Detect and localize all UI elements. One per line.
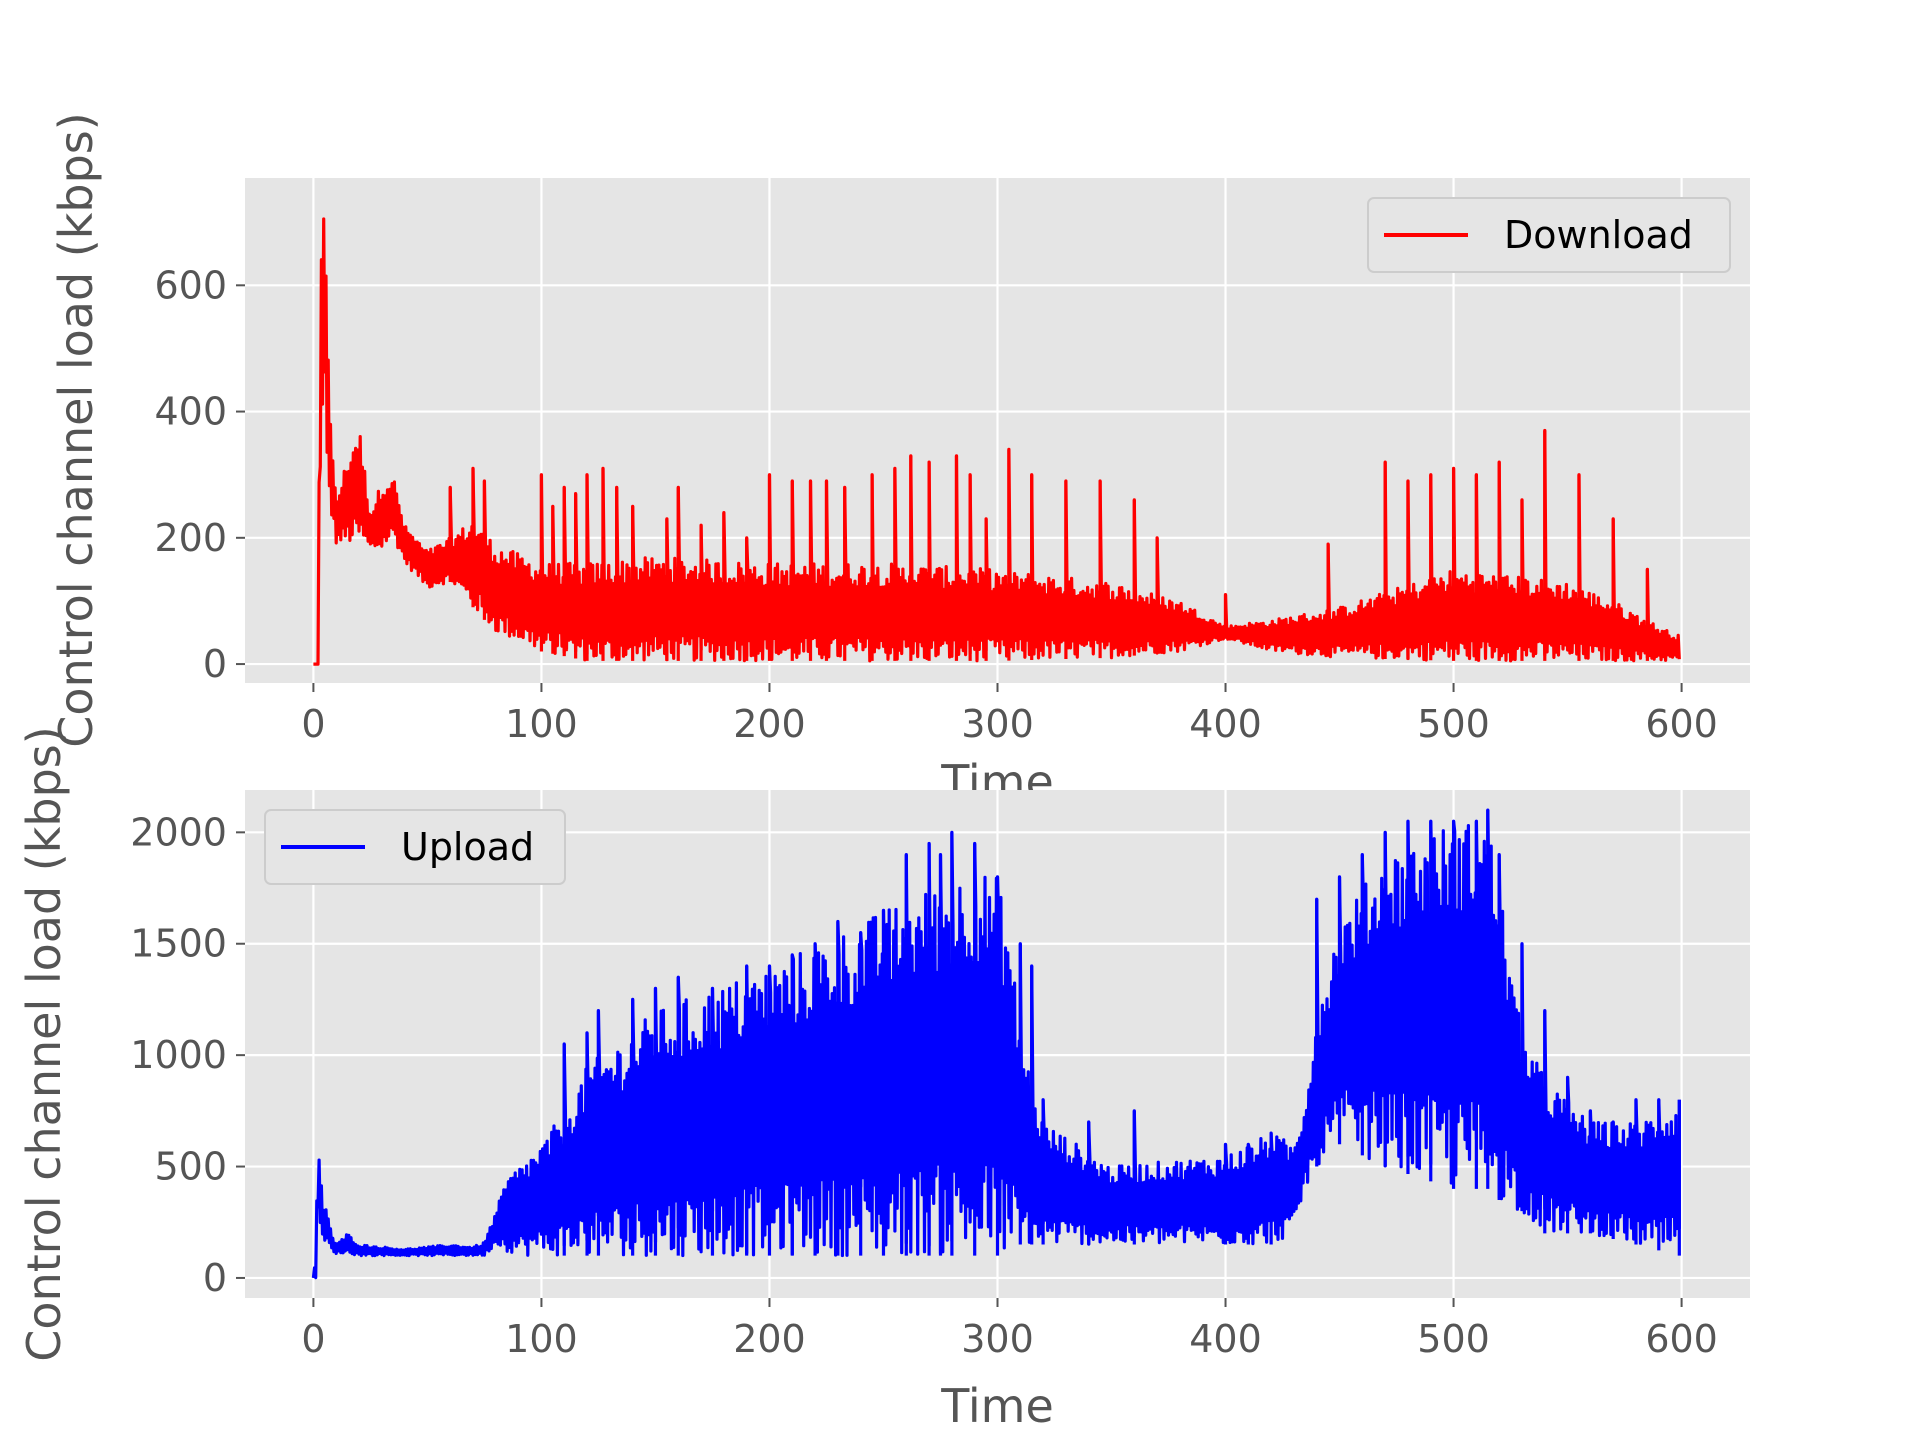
upload-subplot: 0 100 200 300 400 500 600 0 500 1000 1500 2000 Time C… [17,726,1750,1433]
legend-label: Upload [401,825,534,869]
x-tick-label: 100 [505,702,578,746]
y-tick-label: 500 [154,1145,227,1189]
series-line-download [312,217,1681,666]
y-tick-label: 0 [203,642,227,686]
x-tick-label: 0 [301,1317,325,1361]
x-axis-label: Time [940,1379,1054,1433]
y-tick-label: 1500 [130,922,227,966]
x-tick-label: 500 [1417,702,1490,746]
y-tick-label: 2000 [130,810,227,854]
y-tick-label: 0 [203,1256,227,1300]
x-tick-label: 200 [733,702,806,746]
x-tick-label: 0 [301,702,325,746]
download-subplot: 0 100 200 300 400 500 6000200400600TimeControl… [49,112,1750,809]
x-tick-label: 100 [505,1317,578,1361]
y-tick-label: 400 [154,390,227,434]
x-tick-label: 400 [1189,702,1262,746]
x-tick-label: 600 [1645,702,1718,746]
x-tick-label: 200 [733,1317,806,1361]
y-tick-label: 600 [154,263,227,307]
legend-box [264,809,566,885]
x-tick-label: 500 [1417,1317,1490,1361]
x-tick-label: 300 [961,1317,1034,1361]
y-axis-label: Control channel load (kbps) [17,726,71,1361]
legend-label: Download [1504,213,1693,257]
series-line-upload [311,808,1681,1280]
x-tick-label: 300 [961,702,1034,746]
x-tick-label: 400 [1189,1317,1262,1361]
legend-box [1367,197,1731,273]
y-tick-label: 1000 [130,1033,227,1077]
y-axis-label: Control channel load (kbps) [49,112,103,747]
y-tick-label: 200 [154,516,227,560]
x-tick-label: 600 [1645,1317,1718,1361]
